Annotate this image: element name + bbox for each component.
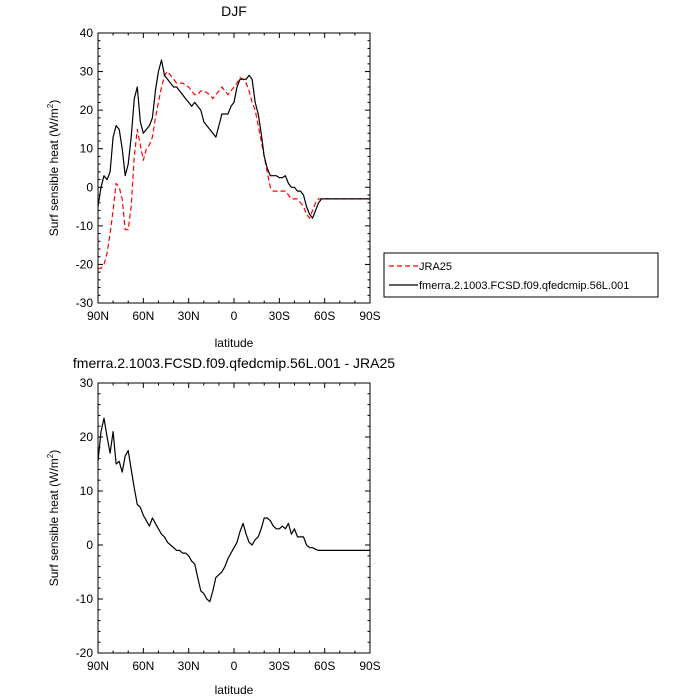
top-series-jra25 (98, 70, 370, 269)
top-ylabel-sup: 2 (46, 103, 55, 108)
top-ytick-label: 30 (80, 65, 94, 79)
top-ylabel-text: Surf sensible heat (W/m (47, 108, 61, 236)
legend-label-jra25: JRA25 (419, 261, 452, 273)
bottom-ytick-label: 10 (80, 484, 94, 498)
svg-text:Surf sensible heat (W/m2): Surf sensible heat (W/m2) (46, 100, 61, 237)
legend-label-fmerra: fmerra.2.1003.FCSD.f09.qfedcmip.56L.001 (419, 280, 629, 292)
bottom-ylabel: Surf sensible heat (W/m2) (46, 450, 61, 587)
legend: JRA25 fmerra.2.1003.FCSD.f09.qfedcmip.56… (383, 252, 659, 298)
top-ytick-label: 20 (80, 103, 94, 117)
top-ytick-label: 10 (80, 142, 94, 156)
bottom-ylabel-sup: 2 (46, 453, 55, 458)
bottom-xtick-label: 30N (178, 659, 200, 673)
bottom-xtick-label: 0 (231, 659, 238, 673)
top-xlabel: latitude (215, 336, 254, 350)
top-ytick-label: -20 (76, 257, 94, 271)
top-ylabel-end: ) (47, 100, 61, 104)
bottom-ylabel-end: ) (47, 450, 61, 454)
top-axis-ticks: -30 -20 -10 0 10 20 30 40 90N 60N 30N 0 30S 60S 90S (76, 26, 381, 323)
bottom-xtick-label: 90S (359, 659, 380, 673)
top-series-group (97, 59, 370, 269)
top-xtick-label: 0 (231, 309, 238, 323)
top-ytick-label: -30 (76, 296, 94, 310)
top-plot-frame (97, 32, 371, 304)
top-ylabel: Surf sensible heat (W/m2) (46, 100, 61, 237)
bottom-ytick-label: 0 (86, 538, 93, 552)
top-ytick-label: 40 (80, 26, 94, 40)
top-xtick-label: 60N (132, 309, 154, 323)
bottom-series-group (97, 417, 370, 603)
bottom-plot-frame (97, 382, 371, 654)
legend-box (383, 252, 659, 298)
bottom-series-difference (97, 417, 370, 603)
bottom-xtick-label: 90N (87, 659, 109, 673)
top-xtick-label: 30S (269, 309, 290, 323)
top-xtick-label: 60S (314, 309, 335, 323)
bottom-axis-ticks: -20 -10 0 10 20 30 90N 60N 30N 0 30S 60S 90S (76, 376, 381, 673)
bottom-xtick-label: 60N (132, 659, 154, 673)
bottom-ytick-label: -20 (76, 646, 94, 660)
top-series-fmerra-2-1003-fcsd-f09-qfedcmip-56l-001 (97, 59, 370, 219)
bottom-ytick-label: 20 (80, 430, 94, 444)
top-chart-title: DJF (221, 3, 247, 19)
top-panel: DJF Surf sensible heat (W/m2) latitude -… (46, 3, 381, 350)
bottom-ylabel-text: Surf sensible heat (W/m (47, 458, 61, 586)
bottom-panel: fmerra.2.1003.FCSD.f09.qfedcmip.56L.001 … (46, 355, 395, 697)
bottom-xlabel: latitude (215, 683, 254, 697)
top-ytick-label: 0 (86, 180, 93, 194)
top-ytick-label: -10 (76, 219, 94, 233)
top-xtick-label: 30N (178, 309, 200, 323)
top-xtick-label: 90S (359, 309, 380, 323)
bottom-xtick-label: 60S (314, 659, 335, 673)
bottom-chart-title: fmerra.2.1003.FCSD.f09.qfedcmip.56L.001 … (73, 355, 395, 371)
top-xtick-label: 90N (87, 309, 109, 323)
bottom-xtick-label: 30S (269, 659, 290, 673)
bottom-ytick-label: 30 (80, 376, 94, 390)
bottom-ytick-label: -10 (76, 592, 94, 606)
svg-text:Surf sensible heat (W/m2): Surf sensible heat (W/m2) (46, 450, 61, 587)
